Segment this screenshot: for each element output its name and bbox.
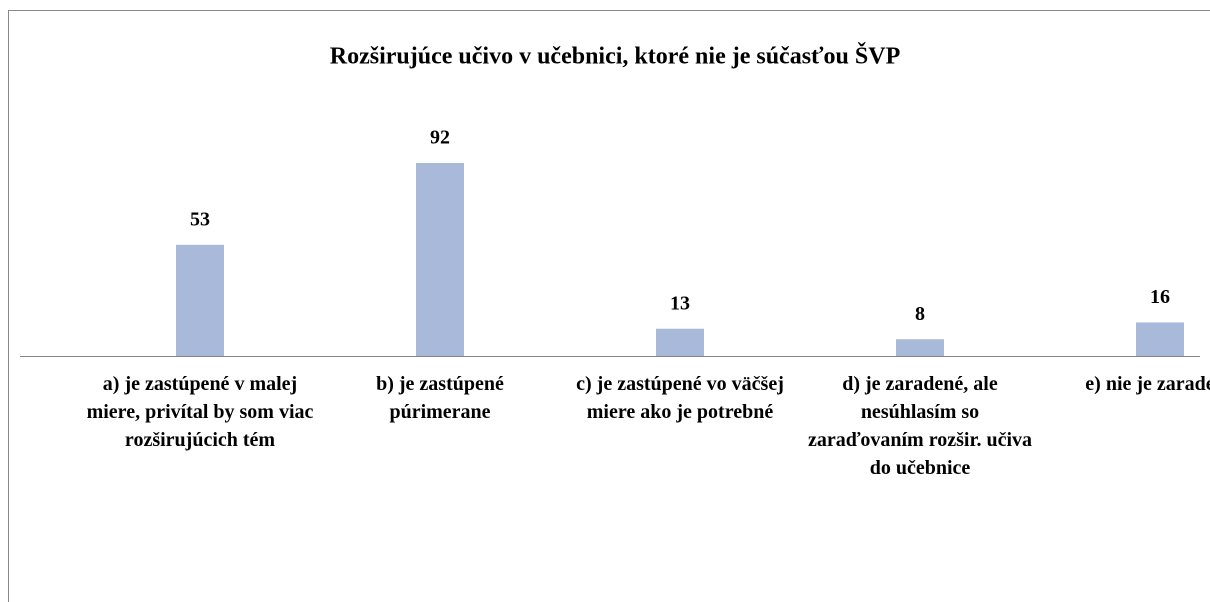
x-tick-label: c) je zastúpené vo väčšej miere ako je p… xyxy=(576,373,784,423)
x-tick-label: a) je zastúpené v malej miere, privítal … xyxy=(86,373,314,451)
bar xyxy=(1136,322,1184,356)
x-tick-label: b) je zastúpené púrimerane xyxy=(376,373,504,423)
chart-title: Rozširujúce učivo v učebnici, ktoré nie … xyxy=(330,43,900,70)
value-label: 53 xyxy=(190,208,210,230)
x-tick-label: d) je zaradené, ale nesúhlasím so zaraďo… xyxy=(807,373,1033,479)
bar xyxy=(176,244,224,356)
value-label: 13 xyxy=(670,292,690,314)
value-label: 16 xyxy=(1150,286,1170,308)
chart-border xyxy=(8,10,1210,602)
bar xyxy=(656,328,704,356)
value-label: 92 xyxy=(430,127,450,149)
value-label: 8 xyxy=(915,303,925,325)
x-tick-label: e) nie je zaradené xyxy=(1085,373,1210,395)
bar xyxy=(896,339,944,356)
bar xyxy=(416,163,464,356)
